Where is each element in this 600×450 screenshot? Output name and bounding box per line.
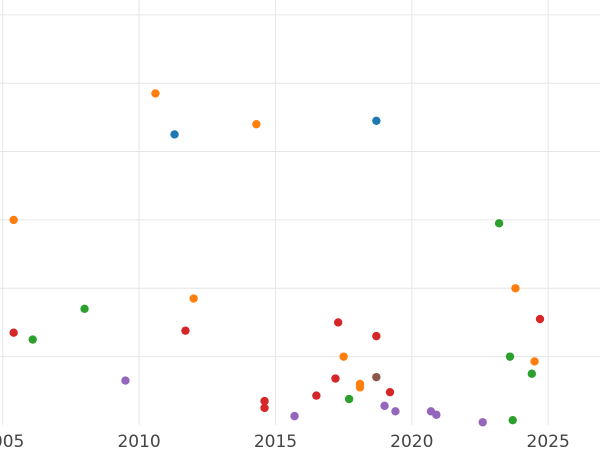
data-point [505,352,515,361]
x-tick-label: 2015 [254,432,297,450]
data-point [527,369,537,378]
data-point [170,130,179,139]
data-point [508,416,517,425]
data-point [385,387,395,397]
data-point [333,318,343,327]
data-point [189,294,198,303]
data-point [252,120,261,129]
data-point [260,403,269,413]
data-point [9,328,18,337]
data-point [290,411,299,421]
x-tick-label: 2005 [0,432,24,450]
data-point [372,372,381,382]
data-point [9,215,18,225]
data-point [339,352,348,361]
data-point [80,304,89,313]
data-point [372,331,381,341]
x-axis-ticks: 2005 2010 2015 2020 2025 [0,432,570,450]
data-point [372,116,381,125]
data-point [355,383,365,392]
data-point [151,89,160,98]
data-points [9,89,545,427]
data-point [28,335,37,344]
data-point [344,394,354,404]
x-tick-label: 2025 [527,432,570,450]
x-tick-label: 2010 [117,432,160,450]
data-point [494,219,504,228]
data-point [181,326,190,335]
data-point [511,284,520,293]
data-point [380,401,389,411]
data-point [391,407,400,416]
data-point [312,391,321,400]
grid-lines [0,0,600,425]
data-point [260,396,269,406]
data-point [432,410,441,419]
x-tick-label: 2020 [390,432,433,450]
data-point [478,418,487,427]
data-point [535,314,545,324]
data-point [121,376,130,385]
data-point [530,357,539,366]
data-point [331,374,340,383]
